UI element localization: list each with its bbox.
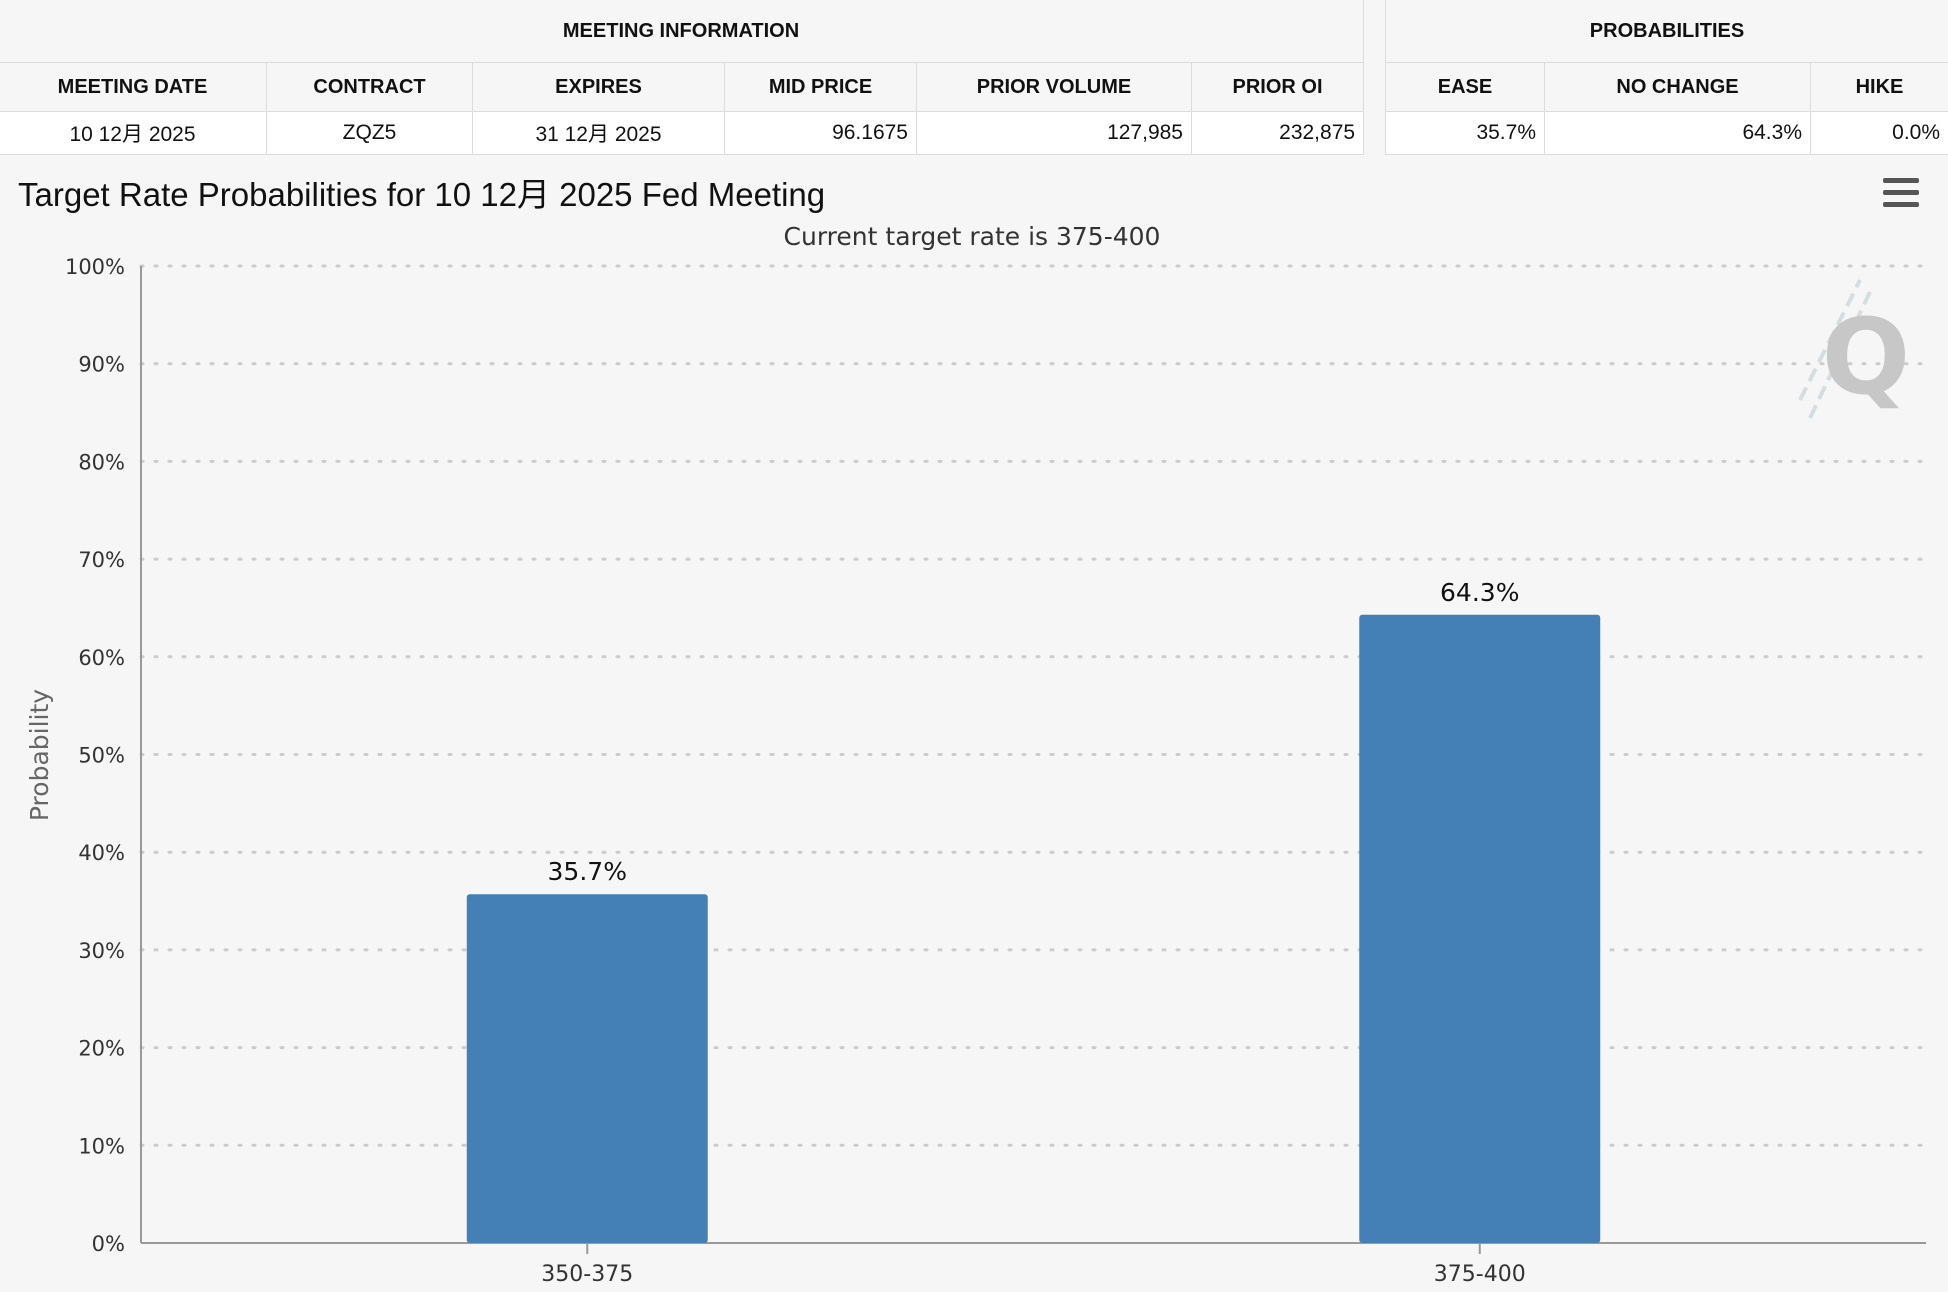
no-change-header: NO CHANGE — [1544, 62, 1811, 112]
x-tick-label: 350-375 — [541, 1262, 633, 1287]
y-tick-label: 50% — [78, 744, 125, 768]
mid-price-header: MID PRICE — [724, 62, 917, 112]
y-tick-label: 70% — [78, 548, 125, 572]
prior-volume-cell: 127,985 — [916, 111, 1192, 155]
mid-price-cell: 96.1675 — [724, 111, 917, 155]
probabilities-table: PROBABILITIES EASE NO CHANGE HIKE 35.7% … — [1384, 0, 1948, 155]
bar — [466, 894, 708, 1243]
gridlines — [139, 264, 1928, 1147]
y-tick-label: 0% — [92, 1232, 125, 1256]
y-tick-label: 100% — [65, 255, 125, 279]
axes: 0% 10% 20% 30% 40% 50% 60% 70% 80% 90% 100% 350-375… — [65, 255, 1926, 1287]
y-tick-label: 20% — [78, 1037, 125, 1061]
y-tick-label: 80% — [78, 450, 125, 474]
prior-volume-header: PRIOR VOLUME — [916, 62, 1192, 112]
hamburger-menu-icon[interactable] — [1883, 178, 1919, 208]
hike-header: HIKE — [1809, 62, 1948, 112]
prior-oi-header: PRIOR OI — [1190, 62, 1365, 112]
chart-title: Target Rate Probabilities for 10 12月 202… — [18, 176, 826, 213]
ease-header: EASE — [1385, 62, 1545, 112]
contract-cell: ZQZ5 — [266, 111, 473, 155]
data-label: 35.7% — [548, 857, 627, 886]
bars: 35.7% 64.3% — [466, 578, 1601, 1243]
x-tick-label: 375-400 — [1434, 1262, 1526, 1287]
watermark-logo: Q — [1798, 279, 1910, 419]
prior-oi-cell: 232,875 — [1190, 111, 1365, 155]
meeting-date-cell: 10 12月 2025 — [0, 111, 267, 155]
y-tick-label: 90% — [78, 353, 125, 377]
watermark-letter: Q — [1822, 296, 1910, 418]
bar — [1359, 614, 1601, 1243]
meeting-date-header: MEETING DATE — [0, 62, 267, 112]
y-axis-label: Probability — [25, 689, 54, 821]
chart-subtitle: Current target rate is 375-400 — [784, 222, 1161, 251]
hike-cell: 0.0% — [1809, 111, 1948, 155]
y-tick-label: 30% — [78, 939, 125, 963]
probabilities-heading: PROBABILITIES — [1384, 0, 1948, 63]
ease-cell: 35.7% — [1385, 111, 1545, 155]
y-tick-label: 10% — [78, 1134, 125, 1158]
y-tick-label: 60% — [78, 646, 125, 670]
no-change-cell: 64.3% — [1544, 111, 1811, 155]
data-label: 64.3% — [1440, 578, 1519, 607]
expires-header: EXPIRES — [472, 62, 725, 112]
contract-header: CONTRACT — [266, 62, 473, 112]
meeting-information-table: MEETING INFORMATION MEETING DATE CONTRAC… — [0, 0, 1365, 155]
expires-cell: 31 12月 2025 — [472, 111, 725, 155]
meeting-information-heading: MEETING INFORMATION — [0, 0, 1365, 63]
y-tick-label: 40% — [78, 841, 125, 865]
